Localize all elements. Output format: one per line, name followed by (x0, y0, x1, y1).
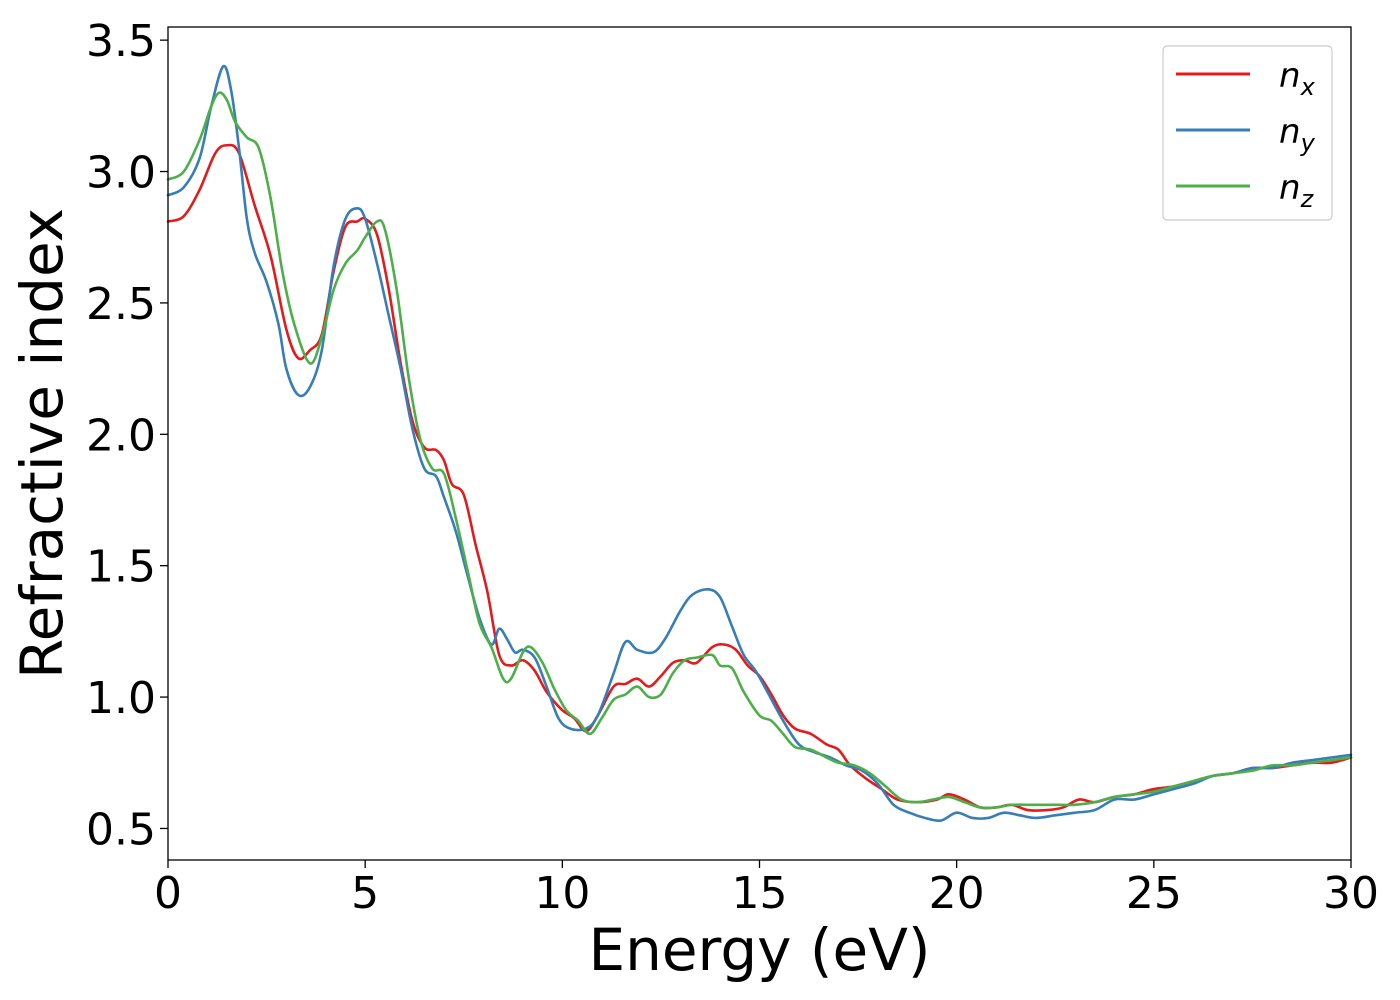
x-tick-label: 30 (1323, 868, 1379, 919)
x-tick-label: 0 (154, 868, 182, 919)
x-axis: 0 5 10 15 20 25 30 (154, 860, 1379, 919)
y-tick-label: 1.0 (86, 673, 156, 724)
x-axis-title: Energy (eV) (588, 916, 930, 984)
legend-label-x: nx (1279, 56, 1316, 101)
series-line-x (166, 143, 1353, 812)
legend: nx ny nz (1162, 45, 1333, 221)
series-layer (166, 64, 1353, 823)
legend-label-y: ny (1279, 112, 1316, 157)
y-tick-label: 1.5 (86, 542, 156, 593)
x-tick-label: 10 (534, 868, 590, 919)
y-tick-label: 0.5 (86, 804, 156, 855)
y-axis: 0.5 1.0 1.5 2.0 2.5 3.0 3.5 (86, 16, 168, 855)
x-tick-label: 20 (929, 868, 985, 919)
y-tick-label: 3.5 (86, 16, 156, 67)
x-tick-label: 5 (351, 868, 379, 919)
x-tick-label: 25 (1126, 868, 1182, 919)
y-tick-label: 3.0 (86, 148, 156, 199)
y-axis-title: Refractive index (8, 208, 76, 679)
legend-box (1162, 45, 1333, 221)
series-line-y (166, 64, 1353, 823)
y-tick-label: 2.0 (86, 410, 156, 461)
legend-label-z: nz (1279, 168, 1315, 213)
plot-area (168, 27, 1351, 860)
y-tick-label: 2.5 (86, 279, 156, 330)
x-tick-label: 15 (732, 868, 788, 919)
series-line-z (166, 91, 1353, 810)
